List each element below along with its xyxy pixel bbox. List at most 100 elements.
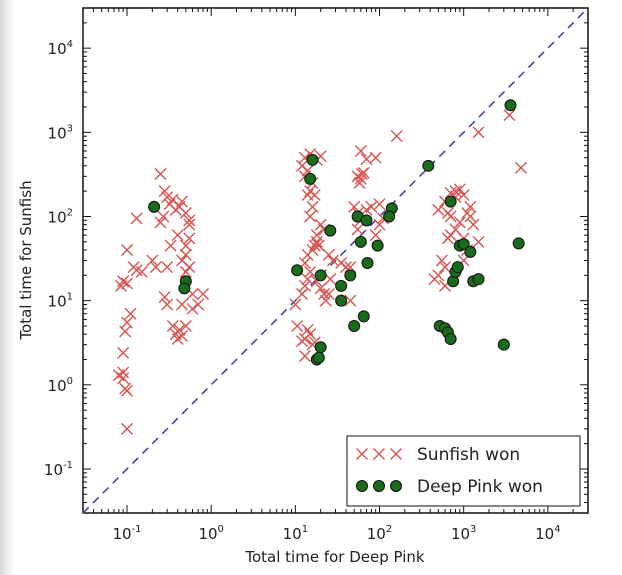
legend-markers	[356, 448, 402, 492]
data-point-sunfish	[453, 183, 466, 196]
data-point-deep-pink	[444, 333, 457, 346]
data-point-sunfish	[117, 366, 130, 379]
data-point-sunfish	[441, 232, 454, 245]
data-point-sunfish	[161, 261, 174, 274]
data-point-sunfish	[157, 210, 170, 223]
data-point-sunfish	[322, 287, 335, 300]
data-point-deep-pink	[148, 200, 161, 213]
legend-label-deep-pink: Deep Pink won	[417, 477, 543, 497]
data-point-sunfish	[183, 214, 196, 227]
data-point-sunfish	[296, 159, 309, 172]
data-point-sunfish	[183, 232, 196, 245]
data-point-sunfish	[354, 145, 367, 157]
data-point-deep-pink	[383, 210, 396, 223]
left-edge-shadow	[0, 0, 14, 575]
data-point-sunfish	[354, 172, 367, 185]
data-point-deep-pink	[304, 172, 317, 185]
legend-marker-sunfish	[390, 448, 402, 460]
data-point-deep-pink	[314, 341, 327, 354]
x-tick-label: 100	[198, 524, 223, 543]
data-point-sunfish	[322, 248, 335, 261]
y-tick-label: 10-1	[44, 460, 73, 479]
data-point-sunfish	[117, 372, 130, 385]
data-point-sunfish	[308, 239, 321, 252]
data-point-sunfish	[312, 239, 325, 252]
data-point-deep-pink	[314, 269, 327, 282]
data-point-sunfish	[435, 254, 448, 267]
data-point-sunfish	[121, 277, 134, 290]
data-point-deep-pink	[451, 261, 464, 274]
data-point-sunfish	[373, 218, 386, 231]
data-point-sunfish	[146, 254, 159, 267]
data-point-sunfish	[186, 302, 199, 315]
data-point-sunfish	[298, 350, 311, 362]
data-point-sunfish	[130, 212, 143, 225]
data-point-sunfish	[298, 279, 311, 292]
axis-ticks: 10-1 100 101 102 103 104 10-1 100 101 102 103 104	[44, 7, 589, 543]
x-tick-label: 101	[283, 524, 308, 543]
diagonal-reference-line	[82, 7, 589, 514]
data-point-sunfish	[304, 328, 317, 341]
data-point-sunfish	[183, 261, 196, 274]
data-point-sunfish	[472, 235, 485, 248]
data-point-sunfish	[289, 298, 302, 311]
y-tick-label: 104	[48, 39, 73, 58]
data-point-deep-pink	[357, 310, 370, 323]
data-point-sunfish	[301, 273, 314, 286]
data-point-deep-pink	[361, 257, 374, 270]
data-point-sunfish	[175, 330, 188, 343]
data-point-sunfish	[515, 161, 528, 174]
data-point-deep-pink	[335, 294, 348, 307]
x-tick-label: 104	[535, 524, 560, 543]
data-point-deep-pink	[348, 319, 361, 332]
y-axis-label: Total time for Sunfish	[17, 180, 35, 340]
data-point-deep-pink	[324, 224, 337, 237]
data-point-sunfish	[357, 166, 370, 179]
data-point-deep-pink	[472, 273, 485, 286]
data-point-deep-pink	[291, 264, 304, 277]
data-point-deep-pink	[504, 99, 517, 112]
data-point-sunfish	[326, 254, 339, 267]
data-point-sunfish	[121, 316, 134, 329]
data-point-sunfish	[444, 210, 457, 223]
data-point-sunfish	[503, 109, 516, 122]
legend-label-sunfish: Sunfish won	[417, 445, 520, 465]
data-point-sunfish	[192, 298, 205, 311]
data-point-deep-pink	[335, 279, 348, 292]
data-point-sunfish	[467, 218, 480, 231]
legend-marker-deep-pink	[373, 480, 385, 492]
x-axis-label: Total time for Deep Pink	[244, 548, 425, 566]
data-point-sunfish	[310, 229, 323, 242]
data-point-sunfish	[117, 346, 130, 359]
data-point-sunfish	[369, 151, 382, 164]
data-point-sunfish	[306, 200, 319, 213]
data-point-sunfish	[344, 294, 357, 307]
data-point-sunfish	[149, 261, 162, 274]
data-point-sunfish	[158, 291, 171, 304]
data-point-deep-pink	[444, 195, 457, 208]
legend-marker-sunfish	[373, 448, 385, 460]
data-point-deep-pink	[306, 153, 319, 166]
legend-box	[346, 435, 581, 507]
data-point-sunfish	[164, 239, 177, 252]
data-point-sunfish	[351, 223, 364, 236]
data-point-sunfish	[183, 218, 196, 231]
data-points	[112, 99, 528, 435]
data-point-sunfish	[121, 422, 134, 435]
data-point-sunfish	[179, 248, 192, 261]
data-point-sunfish	[166, 319, 179, 332]
data-point-deep-pink	[344, 269, 357, 282]
data-point-deep-pink	[512, 237, 525, 250]
data-point-deep-pink	[312, 351, 325, 364]
data-point-sunfish	[175, 298, 188, 311]
data-point-sunfish	[154, 167, 167, 180]
data-point-sunfish	[428, 273, 441, 286]
data-point-deep-pink	[464, 245, 477, 258]
legend-marker-deep-pink	[390, 480, 402, 492]
data-point-sunfish	[453, 216, 466, 229]
data-point-sunfish	[314, 282, 327, 295]
data-point-deep-pink	[371, 239, 384, 252]
legend: Sunfish won Deep Pink won	[346, 435, 581, 507]
data-point-sunfish	[173, 323, 186, 336]
